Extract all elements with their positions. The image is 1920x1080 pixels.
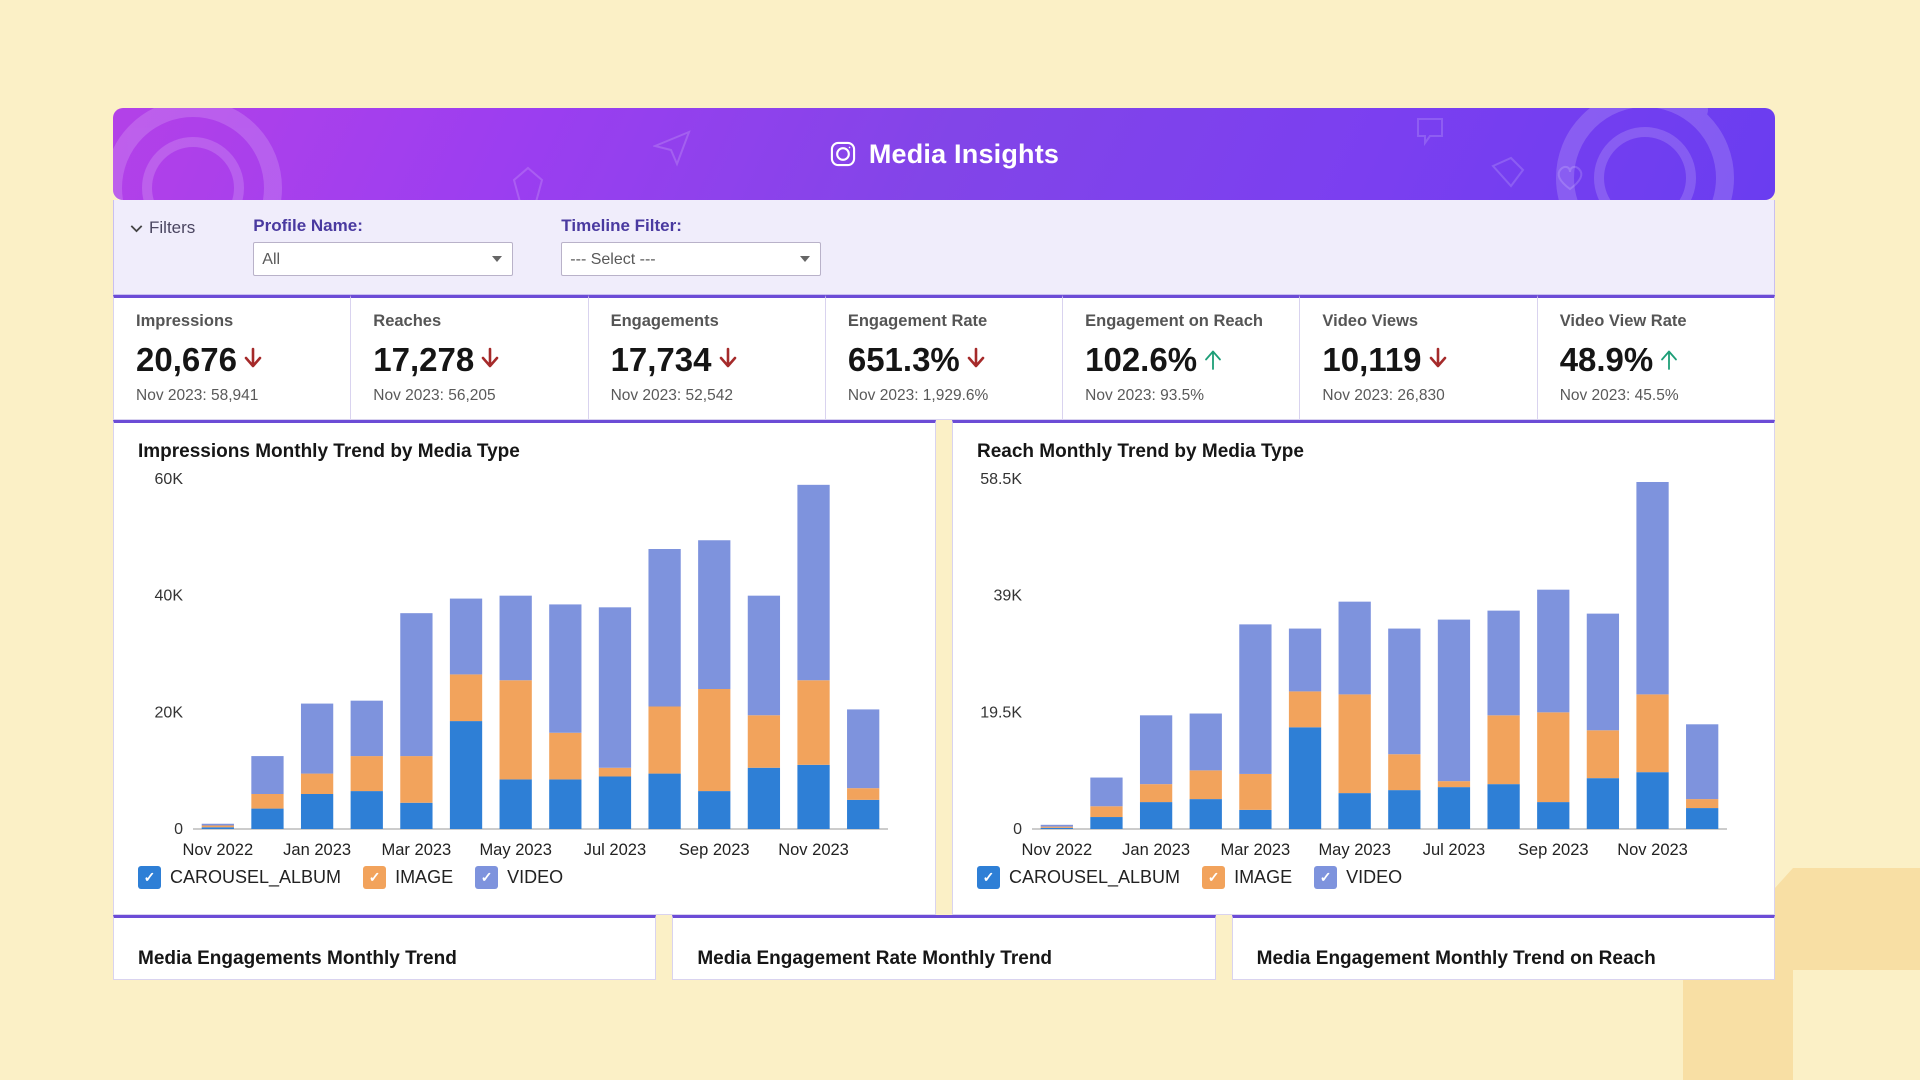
svg-text:58.5K: 58.5K xyxy=(980,471,1022,488)
svg-text:Sep 2023: Sep 2023 xyxy=(1518,841,1589,859)
svg-text:Nov 2023: Nov 2023 xyxy=(1617,841,1688,859)
svg-text:20K: 20K xyxy=(155,704,184,721)
svg-text:Mar 2023: Mar 2023 xyxy=(382,841,452,859)
svg-text:Sep 2023: Sep 2023 xyxy=(679,841,750,859)
svg-text:19.5K: 19.5K xyxy=(980,704,1022,721)
svg-text:Nov 2022: Nov 2022 xyxy=(1021,841,1092,859)
svg-text:60K: 60K xyxy=(155,471,184,488)
svg-text:39K: 39K xyxy=(994,588,1023,605)
svg-text:Mar 2023: Mar 2023 xyxy=(1221,841,1291,859)
svg-text:0: 0 xyxy=(174,821,183,838)
svg-text:May 2023: May 2023 xyxy=(1318,841,1390,859)
svg-text:Jan 2023: Jan 2023 xyxy=(283,841,351,859)
svg-text:Jan 2023: Jan 2023 xyxy=(1122,841,1190,859)
svg-text:Jul 2023: Jul 2023 xyxy=(1423,841,1485,859)
svg-text:Nov 2023: Nov 2023 xyxy=(778,841,849,859)
svg-text:May 2023: May 2023 xyxy=(479,841,551,859)
svg-text:40K: 40K xyxy=(155,588,184,605)
svg-text:0: 0 xyxy=(1013,821,1022,838)
svg-text:Nov 2022: Nov 2022 xyxy=(182,841,253,859)
svg-text:Jul 2023: Jul 2023 xyxy=(584,841,646,859)
